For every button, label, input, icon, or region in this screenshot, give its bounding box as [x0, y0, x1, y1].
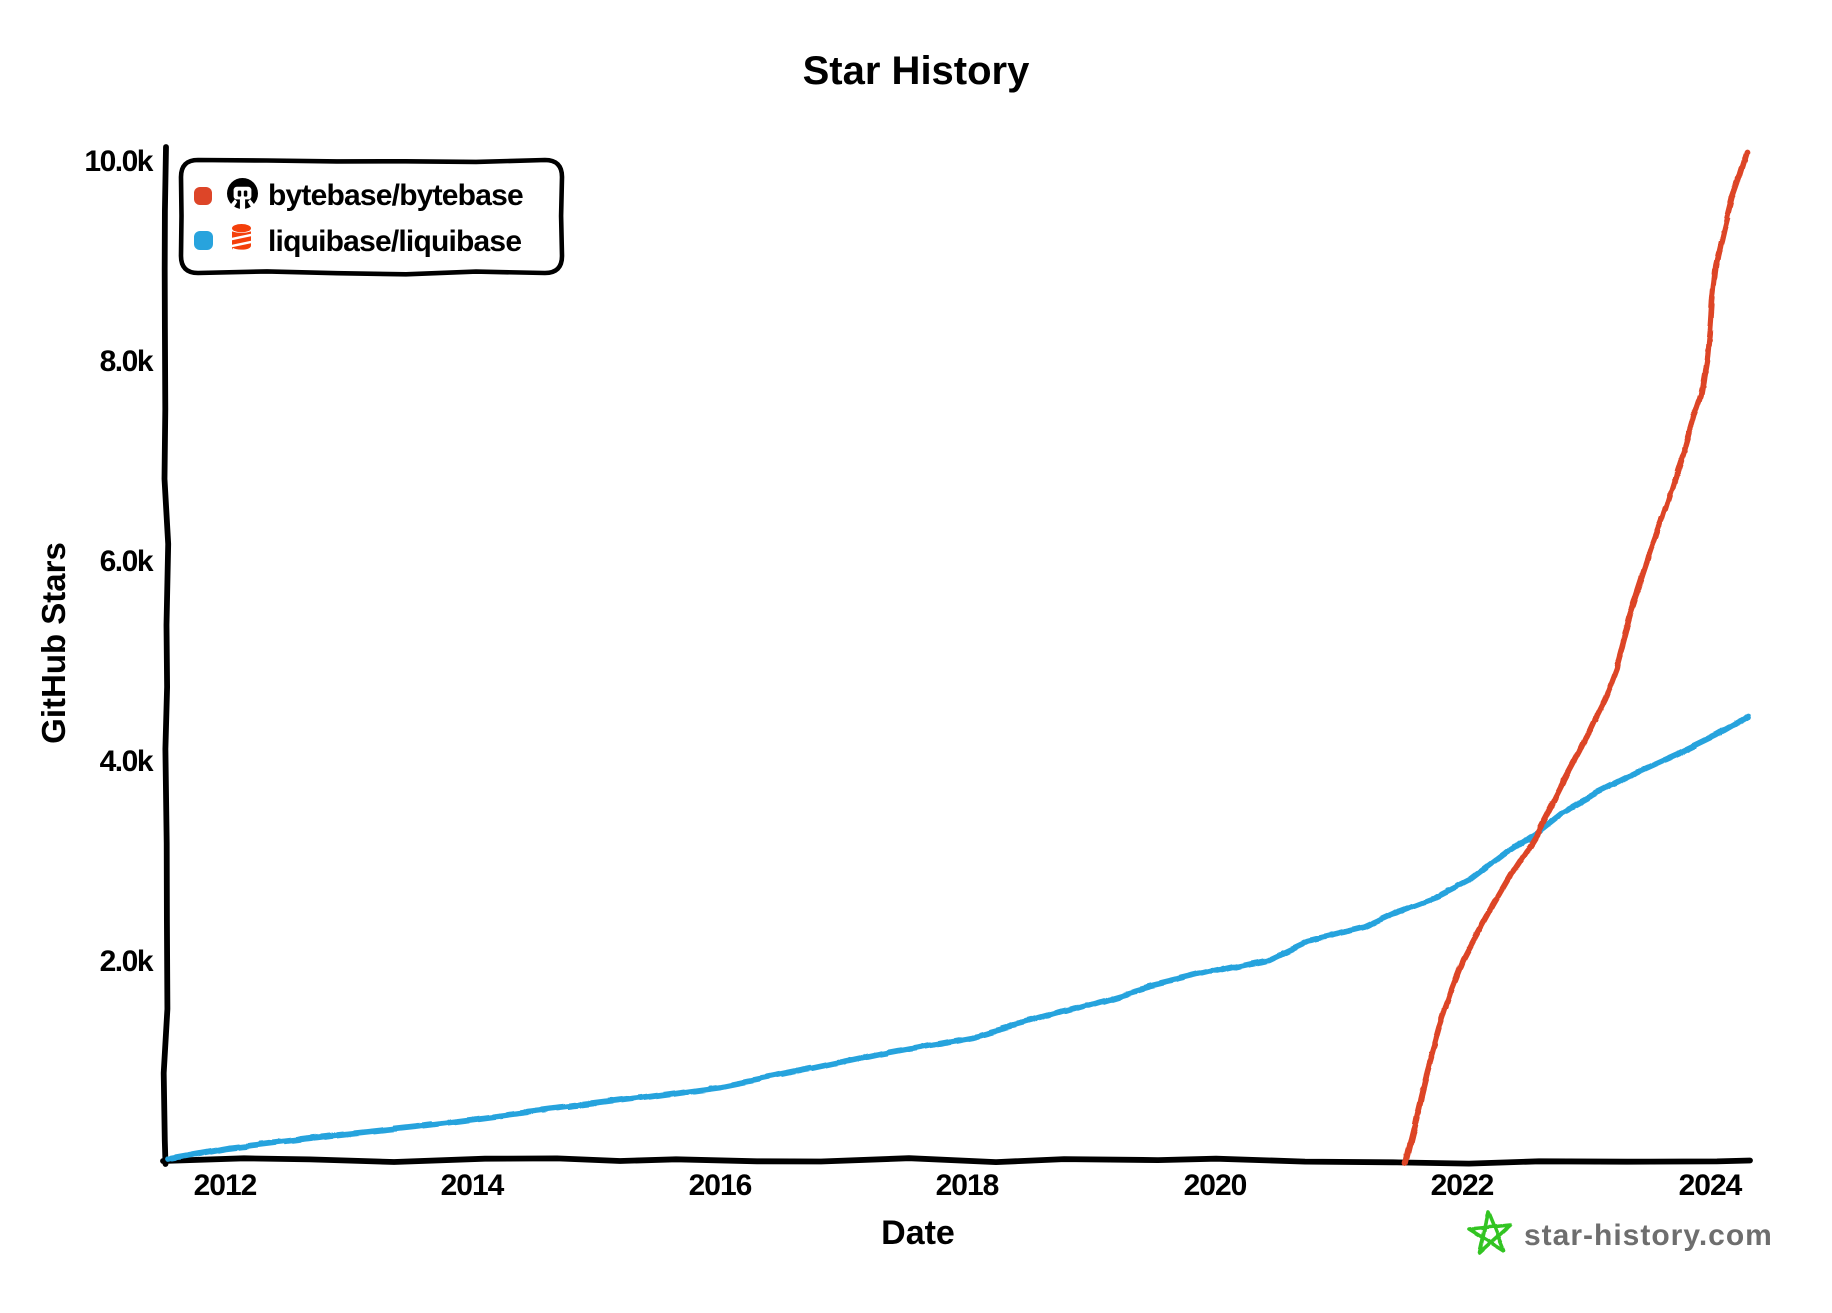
svg-text:4.0k: 4.0k	[100, 745, 154, 778]
svg-text:bytebase/bytebase: bytebase/bytebase	[268, 179, 523, 212]
svg-text:liquibase/liquibase: liquibase/liquibase	[268, 225, 521, 258]
svg-text:2018: 2018	[936, 1169, 999, 1202]
svg-text:2022: 2022	[1431, 1169, 1494, 1202]
svg-text:10.0k: 10.0k	[84, 145, 153, 178]
svg-text:2.0k: 2.0k	[100, 945, 154, 978]
svg-text:Date: Date	[881, 1214, 955, 1252]
svg-text:2012: 2012	[194, 1169, 257, 1202]
svg-text:8.0k: 8.0k	[100, 345, 154, 378]
svg-text:GitHub Stars: GitHub Stars	[35, 542, 72, 744]
svg-text:2014: 2014	[441, 1169, 505, 1202]
svg-text:2016: 2016	[689, 1169, 752, 1202]
svg-text:Star History: Star History	[803, 49, 1030, 93]
svg-text:star-history.com: star-history.com	[1524, 1219, 1773, 1252]
svg-text:6.0k: 6.0k	[100, 545, 154, 578]
svg-text:2020: 2020	[1184, 1169, 1247, 1202]
svg-text:2024: 2024	[1679, 1169, 1743, 1202]
